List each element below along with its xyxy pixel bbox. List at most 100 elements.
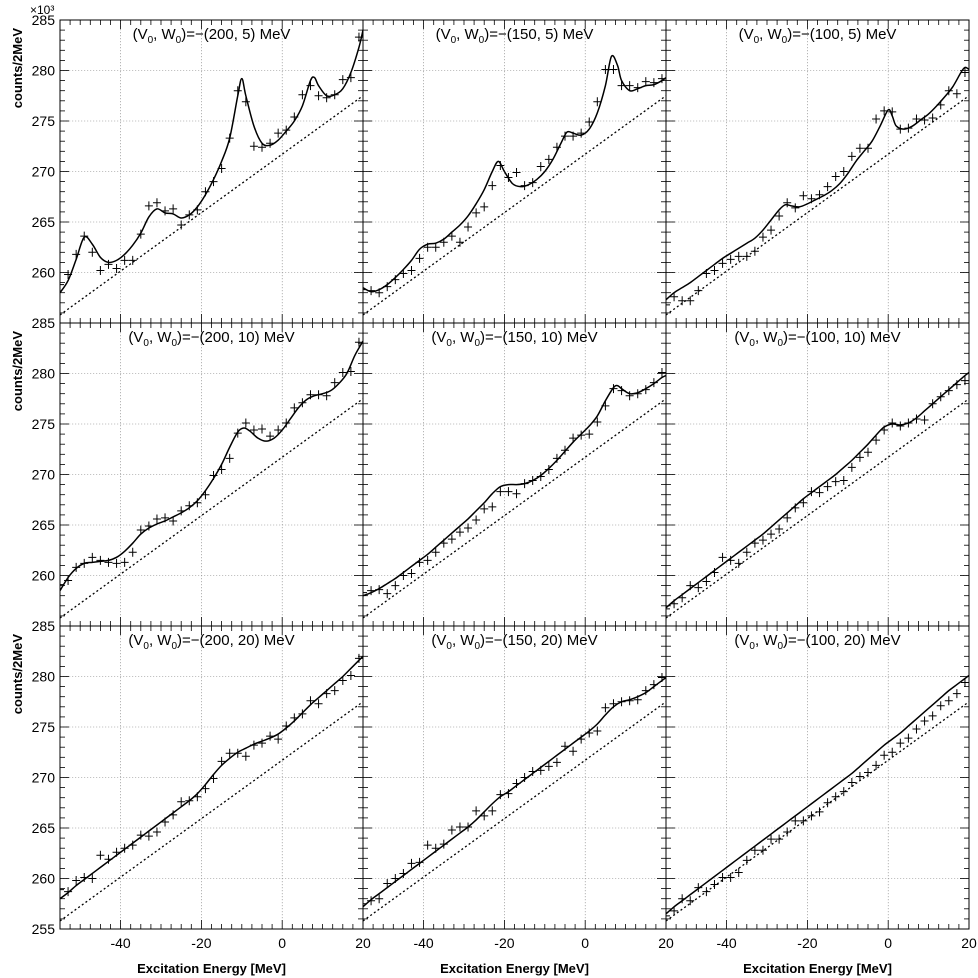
data-point bbox=[678, 894, 687, 904]
data-point bbox=[290, 713, 299, 723]
data-point bbox=[152, 827, 161, 837]
data-point bbox=[258, 142, 266, 152]
data-point bbox=[758, 232, 767, 242]
data-point bbox=[152, 198, 161, 208]
data-point bbox=[609, 699, 618, 709]
data-point bbox=[888, 107, 897, 117]
data-point bbox=[920, 415, 929, 425]
data-point bbox=[641, 686, 650, 696]
data-point bbox=[383, 282, 392, 292]
data-point bbox=[544, 154, 553, 164]
background-line bbox=[363, 701, 666, 922]
data-point bbox=[815, 488, 824, 498]
data-point bbox=[338, 676, 347, 686]
data-point bbox=[649, 680, 658, 690]
data-point bbox=[888, 747, 897, 757]
data-point bbox=[290, 403, 299, 413]
data-point bbox=[666, 911, 670, 921]
background-line bbox=[60, 701, 363, 922]
y-tick-label: 275 bbox=[32, 719, 56, 735]
data-point bbox=[839, 167, 848, 176]
data-point bbox=[322, 391, 331, 401]
data-point bbox=[864, 447, 872, 457]
data-point bbox=[593, 726, 602, 736]
panel-1-1: (V0, W0)=−(150, 10) MeV bbox=[362, 322, 667, 627]
data-point bbox=[455, 527, 464, 537]
data-point bbox=[72, 562, 81, 572]
data-point bbox=[439, 237, 448, 247]
data-point bbox=[775, 834, 784, 844]
data-point bbox=[944, 696, 953, 706]
data-point bbox=[742, 547, 751, 557]
data-point bbox=[520, 181, 529, 191]
data-point bbox=[415, 253, 424, 263]
data-point bbox=[601, 64, 610, 74]
data-point bbox=[201, 187, 210, 197]
x-tick-label: -20 bbox=[797, 935, 817, 951]
data-point bbox=[455, 822, 464, 832]
data-point bbox=[330, 90, 339, 100]
data-point bbox=[799, 191, 808, 201]
data-point bbox=[391, 275, 400, 285]
x-tick-label: -40 bbox=[413, 935, 433, 951]
y-tick-label: 260 bbox=[32, 568, 56, 584]
data-point bbox=[120, 255, 129, 265]
data-point bbox=[750, 538, 759, 548]
data-point bbox=[169, 204, 178, 214]
data-point bbox=[569, 433, 578, 443]
data-point bbox=[520, 479, 529, 489]
data-point bbox=[952, 380, 961, 390]
data-point bbox=[306, 390, 315, 400]
fit-curve bbox=[666, 66, 969, 301]
data-point bbox=[455, 237, 464, 247]
data-point bbox=[912, 414, 921, 424]
data-point bbox=[880, 425, 889, 435]
panel-2-0: (V0, W0)=−(200, 20) MeV 255 260 265 270 275 28… bbox=[10, 618, 371, 976]
data-point bbox=[112, 558, 121, 568]
y-axis-label: counts/2MeV bbox=[10, 28, 25, 109]
data-point bbox=[734, 251, 743, 261]
data-point bbox=[431, 242, 440, 252]
data-point bbox=[439, 839, 448, 849]
data-point bbox=[322, 93, 331, 103]
data-point bbox=[625, 391, 634, 401]
y-tick-label: 280 bbox=[32, 63, 56, 79]
data-point bbox=[72, 876, 81, 886]
data-point bbox=[633, 83, 642, 93]
data-point bbox=[64, 887, 73, 897]
data-point bbox=[670, 292, 679, 302]
data-point bbox=[799, 816, 808, 826]
data-point bbox=[375, 894, 384, 904]
data-point bbox=[217, 163, 226, 173]
data-point bbox=[249, 740, 258, 750]
data-point bbox=[641, 77, 650, 87]
data-point bbox=[577, 128, 586, 138]
panel-0-2: (V0, W0)=−(100, 5) MeV bbox=[665, 19, 970, 324]
fit-curve bbox=[363, 374, 666, 597]
data-point bbox=[831, 172, 840, 182]
data-point bbox=[399, 868, 408, 878]
data-point bbox=[80, 872, 89, 882]
data-point bbox=[464, 222, 473, 232]
data-point bbox=[290, 112, 299, 122]
x-tick-label: -40 bbox=[716, 935, 736, 951]
data-point bbox=[249, 425, 258, 435]
data-point bbox=[407, 568, 416, 578]
data-point bbox=[742, 251, 751, 261]
data-point bbox=[585, 429, 594, 439]
data-point bbox=[104, 259, 113, 269]
data-point bbox=[807, 811, 816, 821]
background-line bbox=[363, 398, 666, 619]
data-point bbox=[60, 280, 64, 290]
data-point bbox=[367, 286, 376, 296]
data-point bbox=[710, 567, 719, 577]
data-point bbox=[266, 138, 275, 148]
data-point bbox=[496, 160, 505, 170]
data-point bbox=[363, 899, 367, 909]
data-point bbox=[839, 476, 848, 486]
data-point bbox=[944, 386, 953, 396]
data-point bbox=[552, 757, 561, 767]
data-point bbox=[209, 177, 218, 187]
data-point bbox=[758, 845, 767, 855]
data-point bbox=[266, 431, 275, 441]
